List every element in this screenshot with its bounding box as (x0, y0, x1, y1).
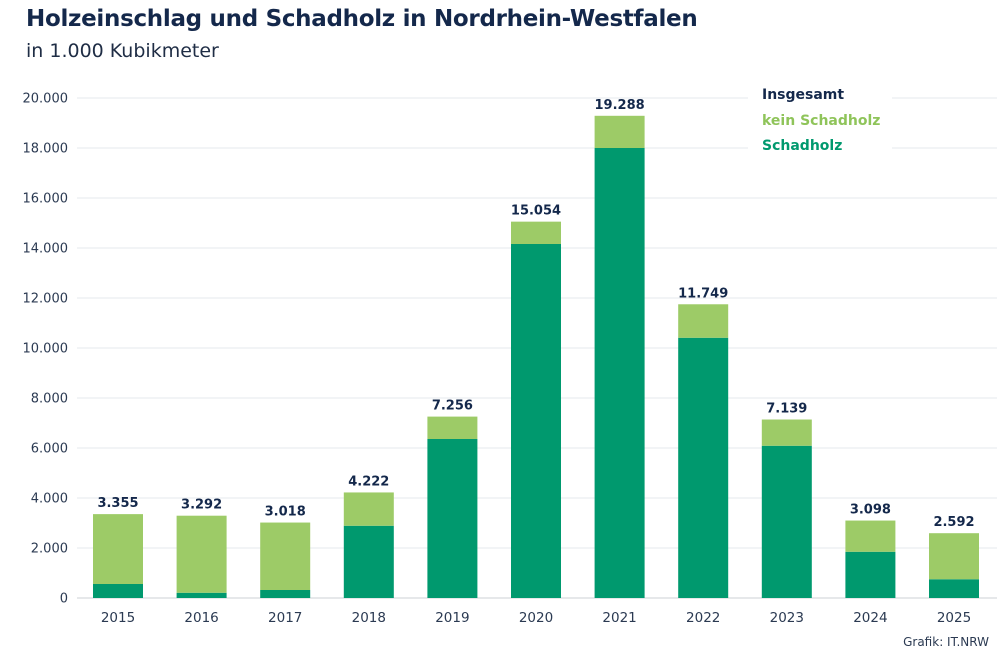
y-tick-label: 12.000 (23, 292, 69, 307)
data-labels: 3.355 3.292 3.018 4.222 7.256 15.054 19.288 11.… (97, 98, 974, 530)
bar-kein-schadholz-2015 (93, 514, 143, 584)
legend-item-schadholz: Schadholz (762, 138, 843, 154)
legend-item-kein-schadholz: kein Schadholz (762, 112, 881, 129)
total-label-2018: 4.222 (348, 474, 389, 489)
bar-kein-schadholz-2017 (260, 522, 311, 590)
x-tick-label: 2024 (853, 610, 887, 626)
bar-schadholz-2020 (511, 244, 561, 598)
bar-schadholz-2021 (594, 148, 645, 598)
x-tick-label: 2021 (602, 610, 636, 626)
bar-schadholz-2024 (845, 551, 896, 598)
x-tick-label: 2025 (937, 610, 971, 626)
bar-kein-schadholz-2019 (427, 416, 478, 439)
total-label-2020: 15.054 (511, 204, 561, 219)
y-tick-label: 8.000 (31, 392, 68, 407)
bar-kein-schadholz-2018 (343, 492, 394, 526)
x-tick-label: 2017 (268, 610, 302, 626)
bar-schadholz-2016 (176, 592, 227, 598)
y-tick-label: 2.000 (31, 542, 68, 557)
y-tick-label: 16.000 (23, 192, 69, 207)
x-tick-label: 2018 (352, 610, 386, 626)
total-label-2016: 3.292 (181, 498, 222, 513)
x-tick-label: 2023 (770, 610, 804, 626)
y-tick-label: 14.000 (23, 242, 69, 257)
total-label-2024: 3.098 (850, 503, 891, 518)
total-label-2021: 19.288 (595, 98, 645, 113)
total-label-2025: 2.592 (933, 515, 974, 530)
legend-item-insgesamt: Insgesamt (762, 87, 845, 103)
bar-kein-schadholz-2021 (594, 115, 645, 148)
total-label-2017: 3.018 (265, 505, 306, 520)
total-label-2019: 7.256 (432, 399, 473, 414)
y-tick-label: 6.000 (31, 442, 68, 457)
x-tick-label: 2015 (101, 610, 135, 626)
y-tick-label: 10.000 (23, 342, 69, 357)
y-tick-label: 0 (60, 592, 68, 607)
chart-subtitle: in 1.000 Kubikmeter (26, 40, 219, 62)
bar-schadholz-2023 (761, 445, 812, 598)
y-tick-label: 4.000 (31, 492, 68, 507)
bar-schadholz-2018 (343, 525, 394, 598)
bar-schadholz-2019 (427, 439, 478, 598)
total-label-2022: 11.749 (678, 286, 728, 301)
total-label-2023: 7.139 (766, 402, 807, 417)
x-tick-label: 2022 (686, 610, 720, 626)
bar-kein-schadholz-2022 (678, 304, 729, 338)
bar-kein-schadholz-2023 (761, 419, 812, 446)
y-tick-label: 20.000 (23, 92, 69, 107)
bar-kein-schadholz-2025 (929, 533, 979, 580)
bar-schadholz-2022 (678, 337, 729, 598)
bar-schadholz-2025 (929, 579, 979, 598)
bar-kein-schadholz-2016 (176, 515, 227, 593)
bar-schadholz-2015 (93, 584, 143, 598)
bar-schadholz-2017 (260, 590, 311, 598)
bars (93, 115, 979, 598)
x-tick-label: 2020 (519, 610, 553, 626)
x-tick-label: 2016 (184, 610, 218, 626)
y-axis: 0 2.000 4.000 6.000 8.000 10.000 12.000 14.000 1… (23, 92, 69, 607)
y-tick-label: 18.000 (23, 142, 69, 157)
bar-kein-schadholz-2024 (845, 520, 896, 552)
x-axis: 2015 2016 2017 2018 2019 2020 2021 2022 2023 2024… (101, 610, 971, 626)
bar-kein-schadholz-2020 (511, 221, 561, 244)
source-credit: Grafik: IT.NRW (903, 635, 989, 649)
total-label-2015: 3.355 (97, 496, 138, 511)
chart-title: Holzeinschlag und Schadholz in Nordrhein… (26, 6, 698, 32)
legend: Insgesamt kein Schadholz Schadholz (748, 79, 893, 164)
x-tick-label: 2019 (435, 610, 469, 626)
